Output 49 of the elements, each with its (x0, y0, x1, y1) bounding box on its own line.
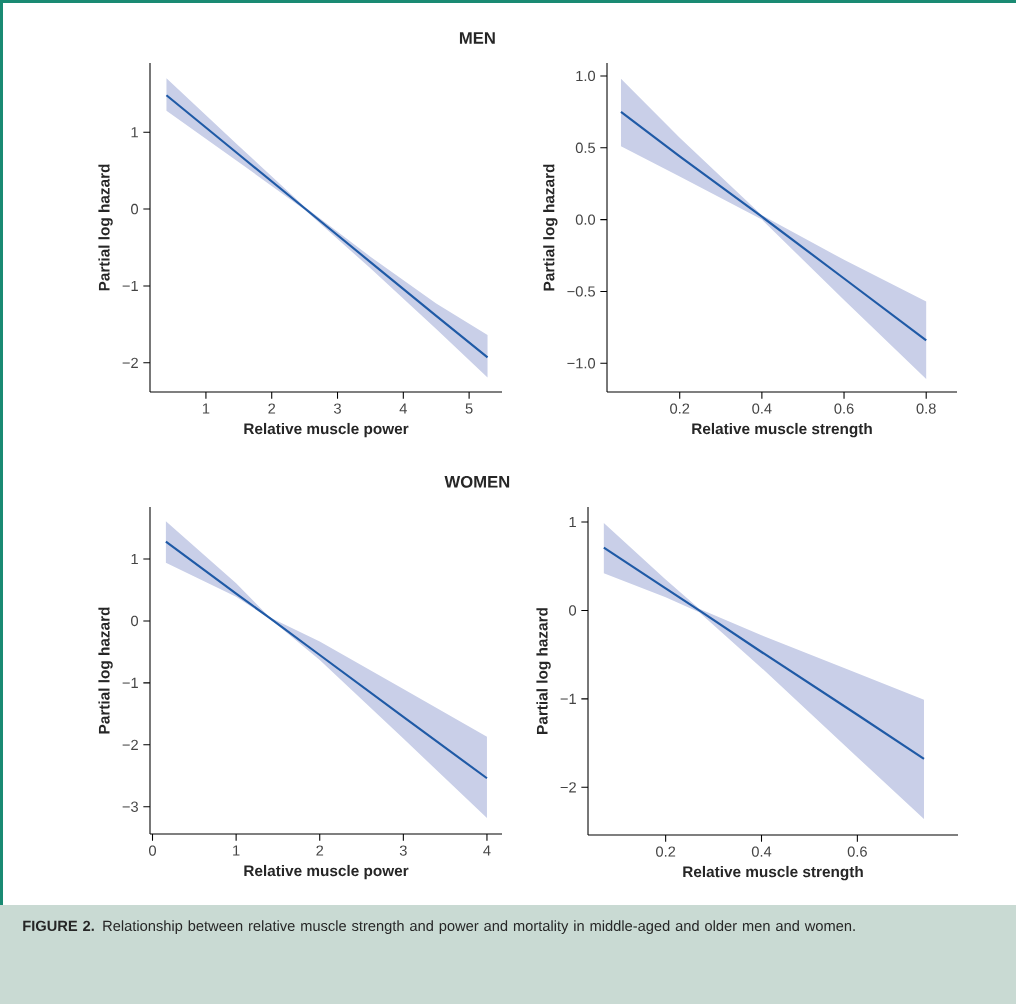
y-axis-title: Partial log hazard (543, 164, 558, 291)
y-tick-label: −2 (122, 357, 138, 368)
y-axis-title: Partial log hazard (98, 164, 113, 291)
x-tick-label: 2 (268, 403, 276, 414)
x-tick-label: 1 (233, 845, 240, 856)
y-tick-label: 1 (569, 516, 576, 528)
chart-title: MEN (459, 32, 495, 44)
y-tick-label: 0 (131, 203, 139, 215)
y-tick-label: −1 (122, 677, 138, 688)
y-tick-label: −2 (122, 739, 138, 750)
x-tick-label: 0.6 (834, 403, 854, 414)
x-tick-label: 3 (399, 845, 407, 856)
x-axis-title: Relative muscle strength (692, 422, 872, 438)
x-tick-label: 0.2 (670, 403, 690, 414)
x-tick-label: 4 (399, 403, 407, 414)
y-axis-title: Partial log hazard (98, 607, 113, 734)
y-tick-label: 1 (131, 127, 138, 138)
x-axis-title: Relative muscle power (244, 864, 409, 880)
chart-title: WOMEN (444, 475, 510, 488)
x-tick-label: 0.2 (656, 846, 676, 857)
y-tick-label: 0 (131, 615, 139, 627)
x-axis-title: Relative muscle strength (683, 865, 863, 881)
line-series (602, 546, 926, 761)
y-axis-title: Partial log hazard (536, 608, 551, 734)
y-tick-label: 1.0 (576, 70, 596, 82)
y-tick-label: −0.5 (567, 286, 595, 297)
y-tick-label: −1 (122, 280, 138, 291)
y-tick-label: −3 (122, 801, 138, 812)
line-series (619, 110, 928, 342)
y-tick-label: 1 (131, 553, 138, 565)
x-tick-label: 5 (465, 403, 473, 414)
x-tick-label: 4 (483, 845, 491, 856)
x-tick-label: 0.4 (752, 403, 772, 414)
x-tick-label: 3 (334, 403, 341, 414)
x-tick-label: 0 (149, 845, 156, 856)
y-tick-label: −1.0 (567, 358, 596, 369)
text: FIGURE 2. Relationship between relative muscle strength and power and mortality in middle-aged and older men and women. (23, 920, 855, 934)
x-tick-label: 1 (202, 403, 210, 414)
x-tick-label: 0.8 (916, 403, 936, 414)
line-series (164, 540, 489, 780)
x-tick-label: 0.4 (751, 846, 772, 857)
y-tick-label: −2 (560, 782, 576, 793)
x-tick-label: 0.6 (847, 846, 867, 857)
x-axis-title: Relative muscle power (244, 422, 409, 438)
y-tick-label: 0.5 (575, 142, 595, 153)
y-tick-label: −1 (560, 693, 576, 704)
y-tick-label: 0.0 (575, 214, 596, 225)
y-tick-label: 0 (569, 605, 577, 616)
x-tick-label: 2 (316, 845, 324, 856)
